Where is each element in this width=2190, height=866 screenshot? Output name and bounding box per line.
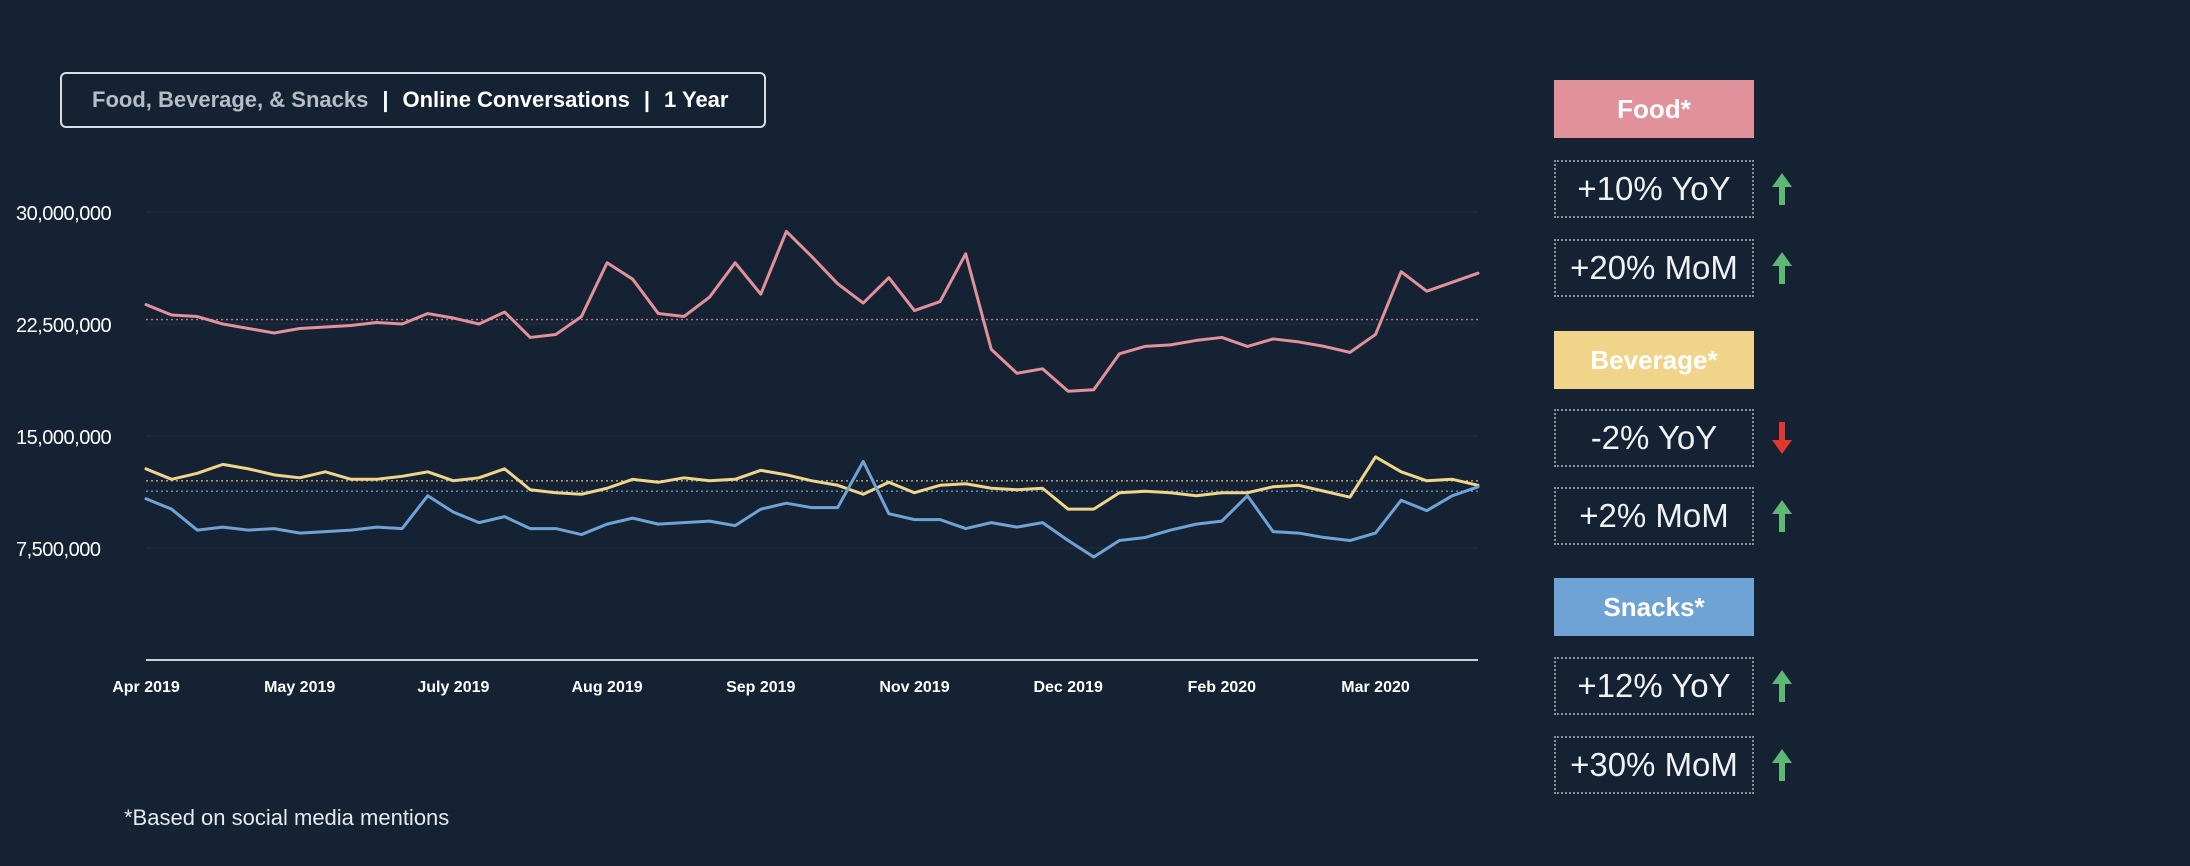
y-tick-label: 7,500,000 [16, 539, 101, 561]
chart-header: Food, Beverage, & Snacks | Online Conver… [60, 72, 766, 128]
arrow-up-icon [1772, 749, 1792, 781]
arrow-up-icon [1772, 670, 1792, 702]
arrow-down-icon [1772, 422, 1792, 454]
x-tick-label: Feb 2020 [1188, 679, 1257, 696]
arrow-up-icon [1772, 500, 1792, 532]
stat-value: -2% YoY [1554, 409, 1754, 467]
stat-value: +10% YoY [1554, 160, 1754, 218]
stat-value: +20% MoM [1554, 239, 1754, 297]
y-tick-label: 30,000,000 [16, 203, 111, 225]
x-tick-label: Sep 2019 [726, 679, 795, 696]
x-tick-label: Mar 2020 [1341, 679, 1410, 696]
header-separator: | [643, 87, 651, 112]
header-category: Food, Beverage, & Snacks [92, 87, 369, 112]
header-metric: Online Conversations [402, 87, 630, 112]
x-tick-label: Apr 2019 [112, 679, 180, 696]
x-tick-label: Aug 2019 [572, 679, 643, 696]
header-period: 1 Year [664, 87, 729, 112]
x-tick-label: May 2019 [264, 679, 335, 696]
category-label: Beverage* [1554, 331, 1754, 389]
y-tick-label: 15,000,000 [16, 427, 111, 449]
x-tick-label: Nov 2019 [879, 679, 949, 696]
line-chart: 7,500,000 15,000,000 22,500,000 30,000,000 A… [16, 203, 1480, 696]
arrow-up-icon [1772, 252, 1792, 284]
series-line [144, 455, 1480, 511]
arrow-up-icon [1772, 173, 1792, 205]
series-line [144, 459, 1480, 559]
footnote: *Based on social media mentions [124, 805, 450, 830]
stat-value: +30% MoM [1554, 736, 1754, 794]
stat-value: +12% YoY [1554, 657, 1754, 715]
header-separator: | [382, 87, 389, 112]
category-label: Food* [1554, 80, 1754, 138]
x-tick-label: Dec 2019 [1033, 679, 1102, 696]
y-tick-label: 22,500,000 [16, 315, 111, 337]
stat-value: +2% MoM [1554, 487, 1754, 545]
series-line [144, 229, 1480, 393]
category-label: Snacks* [1554, 578, 1754, 636]
x-tick-label: July 2019 [417, 679, 489, 696]
